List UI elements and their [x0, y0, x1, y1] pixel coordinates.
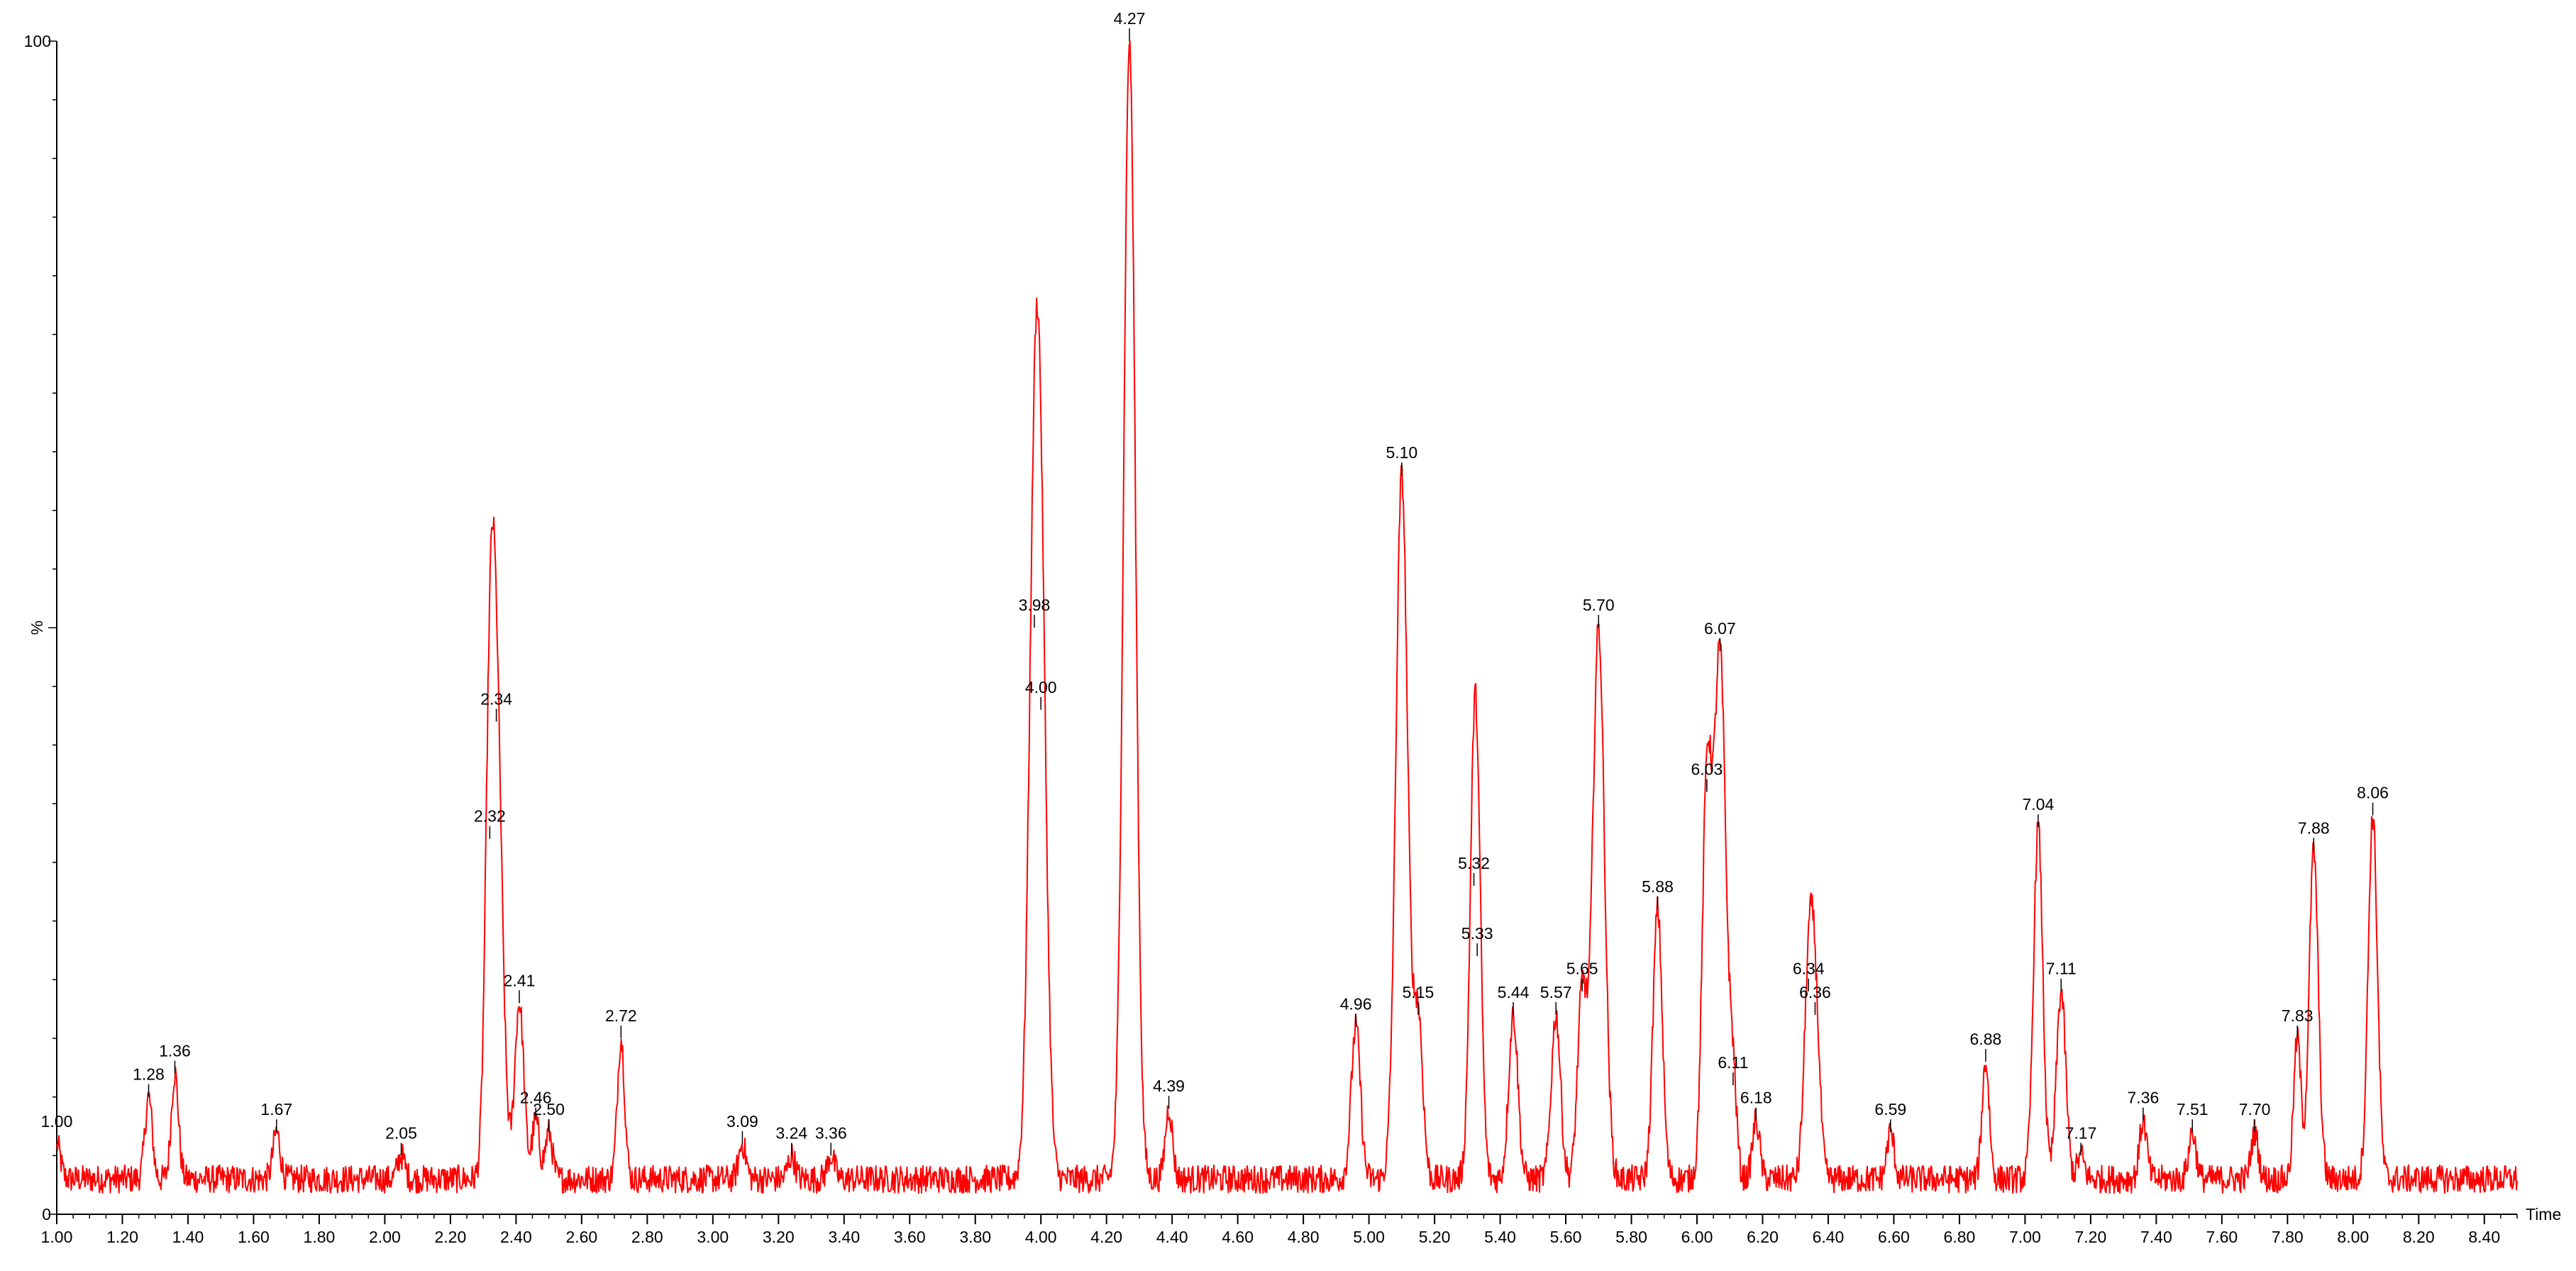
x-tick-label: 3.60	[894, 1228, 926, 1246]
peak-label: 7.88	[2298, 818, 2330, 837]
peak-label: 7.51	[2177, 1100, 2209, 1119]
x-tick-label: 7.60	[2206, 1228, 2238, 1246]
x-tick-label: 1.80	[304, 1228, 336, 1246]
x-tick-label: 6.00	[1681, 1228, 1713, 1246]
peak-label: 5.33	[1461, 924, 1493, 943]
x-tick-label: 1.40	[172, 1228, 204, 1246]
peak-label: 7.83	[2282, 1006, 2314, 1025]
peak-label: 3.24	[775, 1123, 807, 1142]
x-tick-label: 6.40	[1813, 1228, 1845, 1246]
x-tick-label: 4.00	[1025, 1228, 1057, 1246]
x-tick-label: 7.40	[2140, 1228, 2172, 1246]
x-tick-label: 5.40	[1484, 1228, 1516, 1246]
peak-label: 7.17	[2065, 1123, 2097, 1142]
x-tick-label: 1.60	[238, 1228, 270, 1246]
x-tick-label: 7.00	[2009, 1228, 2041, 1246]
peak-label: 5.10	[1386, 443, 1417, 462]
peak-label: 5.32	[1458, 854, 1490, 872]
x-tick-label: 7.20	[2074, 1228, 2106, 1246]
peak-label: 5.57	[1540, 983, 1572, 1001]
x-tick-label: 8.20	[2403, 1228, 2435, 1246]
peak-label: 3.09	[726, 1112, 758, 1131]
x-tick-label: 3.80	[959, 1228, 991, 1246]
peak-label: 6.36	[1799, 983, 1831, 1001]
peak-label: 1.28	[133, 1065, 165, 1084]
peak-label: 4.27	[1114, 9, 1146, 28]
peak-label: 1.00	[41, 1112, 73, 1131]
peak-label: 7.04	[2023, 795, 2055, 814]
x-tick-label: 2.60	[565, 1228, 597, 1246]
x-tick-label: 8.00	[2337, 1228, 2369, 1246]
peak-label: 6.88	[1970, 1030, 2002, 1048]
peak-label: 6.34	[1793, 960, 1825, 978]
x-tick-label: 4.60	[1222, 1228, 1254, 1246]
x-tick-label: 2.40	[500, 1228, 532, 1246]
peak-label: 3.36	[815, 1123, 847, 1142]
peak-label: 2.50	[533, 1100, 565, 1119]
peak-label: 3.98	[1019, 596, 1051, 614]
peak-label: 6.11	[1718, 1053, 1748, 1072]
peak-label: 7.70	[2239, 1100, 2271, 1119]
x-tick-label: 6.80	[1944, 1228, 1976, 1246]
peak-label: 5.88	[1642, 877, 1674, 896]
peak-label: 2.72	[605, 1006, 637, 1025]
x-tick-label: 3.20	[763, 1228, 795, 1246]
x-tick-label: 5.20	[1419, 1228, 1451, 1246]
peak-label: 2.32	[474, 807, 506, 826]
peak-label: 1.67	[260, 1100, 292, 1119]
peak-label: 1.36	[159, 1042, 191, 1060]
x-tick-label: 2.00	[369, 1228, 401, 1246]
peak-label: 6.07	[1704, 619, 1736, 638]
peak-label: 2.05	[385, 1123, 417, 1142]
peak-labels: 1.00 1.28 1.36 1.67 2.05 2.32 2.34 2.41 2.462.50…	[41, 9, 2389, 1156]
x-tick-label: 8.40	[2468, 1228, 2500, 1246]
x-tick-label: 5.00	[1353, 1228, 1385, 1246]
x-tick-label: 6.20	[1747, 1228, 1779, 1246]
peak-label: 4.96	[1340, 994, 1372, 1013]
peak-label: 2.34	[480, 689, 512, 708]
peak-label: 4.00	[1025, 678, 1057, 696]
peak-label: 5.15	[1403, 983, 1435, 1001]
x-tick-label: 4.80	[1288, 1228, 1320, 1246]
y-axis-label: %	[28, 621, 46, 635]
x-tick-label: 2.80	[631, 1228, 663, 1246]
peak-label: 2.46	[520, 1089, 552, 1107]
peak-label: 6.18	[1740, 1089, 1772, 1107]
x-tick-label: 5.60	[1550, 1228, 1582, 1246]
y-tick-label: 0	[42, 1205, 51, 1223]
x-axis-label: Time	[2526, 1205, 2561, 1223]
x-tick-label: 6.60	[1878, 1228, 1910, 1246]
x-tick-label: 3.00	[697, 1228, 729, 1246]
peak-label: 5.65	[1566, 960, 1598, 978]
x-tick-label: 3.40	[828, 1228, 860, 1246]
x-tick-label: 7.80	[2272, 1228, 2304, 1246]
axes: 1.00 1.20 1.40 1.60 1.80 2.00 2.20 2.40 2.60 2.80…	[24, 32, 2562, 1246]
x-tick-label: 1.00	[41, 1228, 73, 1246]
x-tick-label: 2.20	[434, 1228, 466, 1246]
peak-label: 2.41	[504, 971, 536, 989]
peak-label: 6.59	[1874, 1100, 1906, 1119]
x-tick-label: 4.40	[1156, 1228, 1188, 1246]
peak-label: 4.39	[1153, 1077, 1185, 1095]
peak-label: 5.70	[1583, 596, 1615, 614]
peak-label: 5.44	[1498, 983, 1530, 1001]
peak-label: 7.36	[2127, 1089, 2159, 1107]
peak-label: 8.06	[2357, 784, 2389, 802]
x-tick-label: 4.20	[1090, 1228, 1122, 1246]
chromatogram-trace	[56, 40, 2518, 1194]
peak-label: 7.11	[2046, 960, 2077, 978]
x-tick-label: 5.80	[1615, 1228, 1647, 1246]
y-tick-label: 100	[24, 32, 51, 50]
trace-group	[56, 40, 2518, 1194]
peak-label: 6.03	[1691, 760, 1723, 779]
x-tick-label: 1.20	[106, 1228, 138, 1246]
